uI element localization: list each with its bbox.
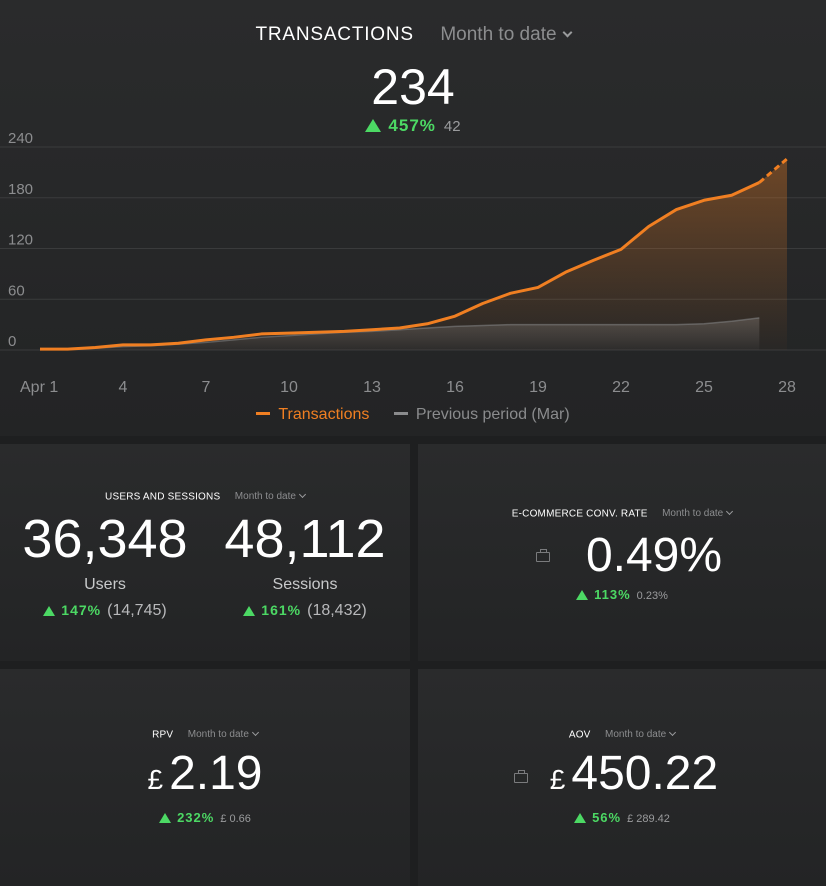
- transactions-line: [40, 181, 760, 351]
- transactions-delta: 457% 42: [0, 116, 826, 136]
- delta-percent: 147%: [61, 602, 102, 618]
- delta-percent: 161%: [261, 602, 302, 618]
- y-tick-label: 120: [8, 232, 33, 249]
- legend-label: Transactions: [278, 406, 370, 423]
- chevron-down-icon: [669, 729, 677, 737]
- rpv-delta: 232% £ 0.66: [0, 809, 410, 827]
- conv-rate-delta: 113% 0.23%: [418, 586, 826, 604]
- previous-value: £ 289.42: [627, 813, 670, 825]
- users-delta: 147% (14,745): [10, 602, 200, 620]
- chevron-down-icon: [562, 27, 572, 38]
- previous-value: 42: [443, 118, 461, 135]
- rpv-title: RPV: [152, 729, 174, 741]
- previous-value: (14,745): [107, 602, 167, 619]
- delta-percent: 113%: [594, 587, 631, 602]
- period-dropdown[interactable]: Month to date: [662, 508, 734, 520]
- conv-rate-title: E-COMMERCE CONV. RATE: [511, 508, 648, 520]
- aov-header: AOV Month to date: [418, 726, 826, 744]
- currency-symbol: £: [549, 764, 566, 795]
- up-arrow-icon: [576, 590, 589, 600]
- period-label: Month to date: [234, 491, 296, 503]
- transactions-title: TRANSACTIONS: [255, 24, 414, 45]
- x-tick-label: 25: [695, 379, 713, 396]
- users-value: 36,348: [22, 509, 188, 569]
- chart-legend: Transactions Previous period (Mar): [0, 406, 826, 424]
- y-tick-label: 0: [8, 333, 16, 350]
- users-sessions-title: USERS AND SESSIONS: [105, 491, 221, 503]
- x-tick-label: 28: [778, 379, 796, 396]
- rpv-header: RPV Month to date: [0, 726, 410, 744]
- y-tick-label: 180: [8, 181, 33, 198]
- users-sessions-header: USERS AND SESSIONS Month to date: [0, 488, 410, 506]
- up-arrow-icon: [365, 119, 382, 132]
- y-tick-label: 240: [8, 130, 33, 147]
- users-sessions-panel: USERS AND SESSIONS Month to date 36,348 …: [0, 444, 410, 661]
- period-label: Month to date: [662, 508, 724, 520]
- legend-item-previous[interactable]: Previous period (Mar): [393, 406, 570, 424]
- previous-value: £ 0.66: [220, 813, 251, 825]
- chevron-down-icon: [298, 491, 306, 499]
- x-tick-label: 22: [612, 379, 630, 396]
- transactions-area: [40, 158, 787, 350]
- conv-rate-panel: E-COMMERCE CONV. RATE Month to date 0.49…: [418, 444, 826, 661]
- transactions-chart: 240 180 120 60 0 Apr 1 4 7 10 13 16 19 22 25 28: [0, 130, 826, 396]
- chevron-down-icon: [251, 729, 259, 737]
- users-metric: 36,348 Users 147% (14,745): [10, 512, 200, 620]
- x-tick-label: 13: [363, 379, 381, 396]
- delta-percent: 232%: [177, 810, 215, 825]
- rpv-number: 2.19: [169, 747, 263, 800]
- previous-value: 0.23%: [636, 590, 668, 602]
- period-label: Month to date: [187, 729, 249, 741]
- legend-swatch: [256, 412, 271, 416]
- x-tick-label: 4: [119, 379, 128, 396]
- conv-rate-value: 0.49%: [450, 528, 826, 583]
- transactions-value: 234: [371, 59, 455, 115]
- x-tick-label: 16: [446, 379, 464, 396]
- x-tick-label: 10: [280, 379, 298, 396]
- aov-title: AOV: [568, 729, 591, 741]
- legend-label: Previous period (Mar): [415, 406, 570, 423]
- y-tick-label: 60: [8, 282, 25, 299]
- sessions-label: Sessions: [272, 576, 338, 593]
- chevron-down-icon: [726, 508, 734, 516]
- aov-number: 450.22: [571, 747, 719, 800]
- transactions-projection-line: [758, 157, 788, 184]
- previous-value: (18,432): [307, 602, 367, 619]
- users-label: Users: [84, 576, 126, 593]
- conv-rate-number: 0.49%: [585, 529, 723, 582]
- aov-value: £450.22: [430, 746, 826, 801]
- aov-delta: 56% £ 289.42: [418, 809, 826, 827]
- briefcase-icon: [514, 770, 528, 783]
- currency-symbol: £: [147, 764, 164, 795]
- up-arrow-icon: [574, 813, 587, 823]
- period-dropdown[interactable]: Month to date: [234, 491, 306, 503]
- x-tick-label: 19: [529, 379, 547, 396]
- transactions-header: TRANSACTIONS Month to date: [0, 24, 826, 46]
- transactions-panel: TRANSACTIONS Month to date 234 457% 42 24…: [0, 0, 826, 436]
- x-tick-label: Apr 1: [20, 379, 58, 396]
- aov-panel: AOV Month to date £450.22 56% £ 289.42: [418, 669, 826, 886]
- sessions-delta: 161% (18,432): [210, 602, 400, 620]
- legend-swatch: [393, 412, 408, 416]
- sessions-value: 48,112: [224, 509, 386, 569]
- period-label: Month to date: [440, 24, 557, 45]
- briefcase-icon: [536, 549, 550, 562]
- conv-rate-header: E-COMMERCE CONV. RATE Month to date: [418, 505, 826, 523]
- delta-percent: 457%: [388, 116, 436, 135]
- up-arrow-icon: [159, 813, 172, 823]
- period-dropdown[interactable]: Month to date: [187, 729, 259, 741]
- period-dropdown[interactable]: Month to date: [440, 24, 572, 45]
- up-arrow-icon: [243, 606, 256, 616]
- rpv-panel: RPV Month to date £2.19 232% £ 0.66: [0, 669, 410, 886]
- legend-item-transactions[interactable]: Transactions: [256, 406, 369, 424]
- x-tick-label: 7: [202, 379, 211, 396]
- period-label: Month to date: [605, 729, 667, 741]
- delta-percent: 56%: [592, 810, 622, 825]
- period-dropdown[interactable]: Month to date: [605, 729, 677, 741]
- sessions-metric: 48,112 Sessions 161% (18,432): [210, 512, 400, 620]
- up-arrow-icon: [43, 606, 56, 616]
- rpv-value: £2.19: [0, 746, 410, 801]
